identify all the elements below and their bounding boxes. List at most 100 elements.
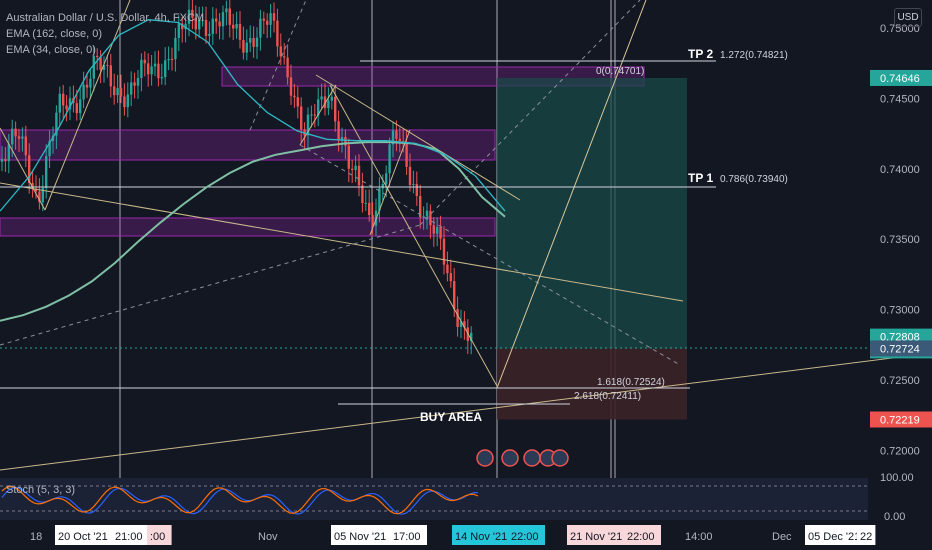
candle-body [24, 136, 27, 156]
economic-event-icon [476, 449, 494, 467]
candle-body [232, 24, 235, 29]
candle-body [463, 321, 466, 328]
x-tick-label: 22 [860, 531, 872, 543]
candle-body [381, 184, 384, 189]
candle-body [79, 99, 82, 114]
candle-body [361, 185, 364, 204]
stoch-pane: 100.00 0.00 [0, 472, 914, 523]
time-highlight [508, 525, 545, 545]
candle-body [320, 96, 323, 100]
candle-body [337, 121, 340, 140]
annotation-detail: 2.618(0.72411) [574, 391, 641, 402]
candle-body [130, 82, 133, 95]
candle-body [357, 165, 361, 186]
candle-body [133, 82, 136, 86]
price-badge-label: 0.72724 [880, 343, 920, 355]
candle-body [425, 210, 429, 217]
candle-body [354, 165, 357, 171]
legend-ema-long[interactable]: EMA (162, close, 0) [6, 28, 102, 40]
candle-body [429, 210, 432, 226]
trend-line [315, 74, 521, 201]
candle-body [201, 19, 204, 21]
supply-demand-zone [0, 217, 496, 237]
candle-body [310, 114, 313, 116]
candle-body [432, 225, 435, 234]
candle-body [34, 188, 38, 192]
time-highlight [805, 525, 873, 545]
candles-layer [0, 0, 473, 355]
legend-symbol[interactable]: Australian Dollar / U.S. Dollar, 4h, FXC… [6, 12, 205, 24]
candle-body [283, 56, 286, 58]
x-tick-label: 18 [30, 531, 42, 543]
candle-body [262, 18, 265, 21]
price-badge [870, 411, 932, 428]
candle-body [218, 21, 221, 27]
candle-body [313, 114, 316, 116]
candle-body [405, 142, 408, 167]
candle-body [31, 182, 34, 189]
stoch-tick: 0.00 [884, 511, 905, 523]
stoch-legend[interactable]: Stoch (5, 3, 3) [6, 484, 76, 496]
chart-legend: Australian Dollar / U.S. Dollar, 4h, FXC… [6, 10, 204, 58]
candle-body [55, 112, 58, 136]
candle-body [470, 332, 473, 341]
x-tick-label: 05 Nov '21 [334, 531, 386, 543]
candle-body [436, 227, 439, 234]
trend-line [329, 84, 498, 387]
candle-body [225, 8, 228, 13]
price-badge [870, 69, 932, 86]
candle-body [252, 38, 255, 47]
trend-line [299, 144, 681, 366]
candle-body [187, 9, 191, 24]
ema-34-line [0, 19, 506, 212]
currency-button[interactable]: USD [894, 8, 922, 27]
annotation-layer: TP 2 1.272(0.74821) TP 1 0.786(0.73940) 0(0.… [420, 47, 788, 467]
time-axis: 18 20 Oct '21 21:00:00 Nov 05 Nov '21 17:00 14… [0, 522, 932, 550]
candle-body [422, 216, 425, 218]
candle-body [11, 128, 14, 145]
candle-body [300, 106, 303, 130]
candle-body [347, 145, 350, 169]
candle-body [65, 105, 68, 110]
candle-body [143, 59, 146, 64]
candle-body [242, 39, 245, 53]
candle-body [75, 103, 78, 114]
x-tick-label: Nov [258, 531, 278, 543]
time-highlight [112, 525, 149, 545]
y-tick-label: 0.74000 [880, 164, 920, 176]
candle-body [439, 227, 442, 239]
candle-body [68, 98, 72, 110]
candle-body [344, 136, 347, 146]
candle-body [14, 128, 17, 137]
y-tick-label: 0.74500 [880, 94, 920, 106]
candle-body [211, 18, 214, 34]
x-tick-label: Dec [772, 531, 792, 543]
candle-body [177, 23, 180, 38]
candle-body [364, 202, 367, 204]
candle-body [306, 114, 310, 136]
candle-body [38, 191, 41, 203]
candle-body [119, 88, 123, 97]
candle-body [215, 18, 218, 22]
candle-body [449, 273, 452, 282]
candle-body [446, 264, 449, 274]
legend-ema-short[interactable]: EMA (34, close, 0) [6, 44, 96, 56]
candle-body [228, 8, 231, 25]
economic-event-icon [523, 449, 541, 467]
candle-body [140, 59, 143, 78]
x-tick-label: 17:00 [393, 531, 421, 543]
candle-body [92, 55, 95, 79]
candle-body [157, 63, 160, 79]
candle-body [123, 96, 126, 108]
candle-body [255, 37, 259, 47]
candle-body [334, 96, 337, 122]
candle-body [116, 88, 119, 96]
candle-body [412, 183, 415, 185]
candle-body [388, 144, 391, 174]
drawing-layer [0, 0, 932, 471]
candle-body [245, 42, 248, 53]
candle-body [398, 138, 401, 142]
candle-body [249, 38, 252, 43]
stoch-tick: 100.00 [880, 472, 914, 484]
